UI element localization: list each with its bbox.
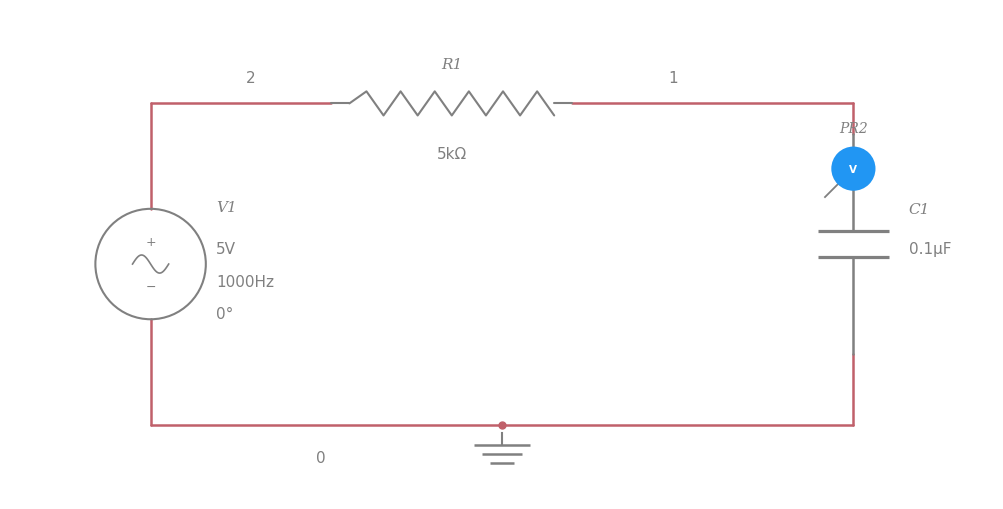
Text: PR2: PR2	[839, 121, 867, 135]
Text: V1: V1	[216, 201, 237, 214]
Text: 0.1μF: 0.1μF	[908, 242, 950, 257]
Text: 1: 1	[667, 71, 677, 86]
Text: 5kΩ: 5kΩ	[436, 146, 466, 161]
Text: 0: 0	[316, 450, 326, 465]
Text: C1: C1	[908, 203, 929, 216]
Text: 0°: 0°	[216, 306, 233, 321]
Text: R1: R1	[440, 58, 462, 72]
Text: 1000Hz: 1000Hz	[216, 274, 274, 289]
Text: 5V: 5V	[216, 242, 236, 257]
Circle shape	[830, 147, 875, 191]
Text: −: −	[145, 280, 155, 293]
Text: V: V	[849, 164, 857, 174]
Text: 2: 2	[246, 71, 256, 86]
Text: +: +	[145, 236, 155, 249]
